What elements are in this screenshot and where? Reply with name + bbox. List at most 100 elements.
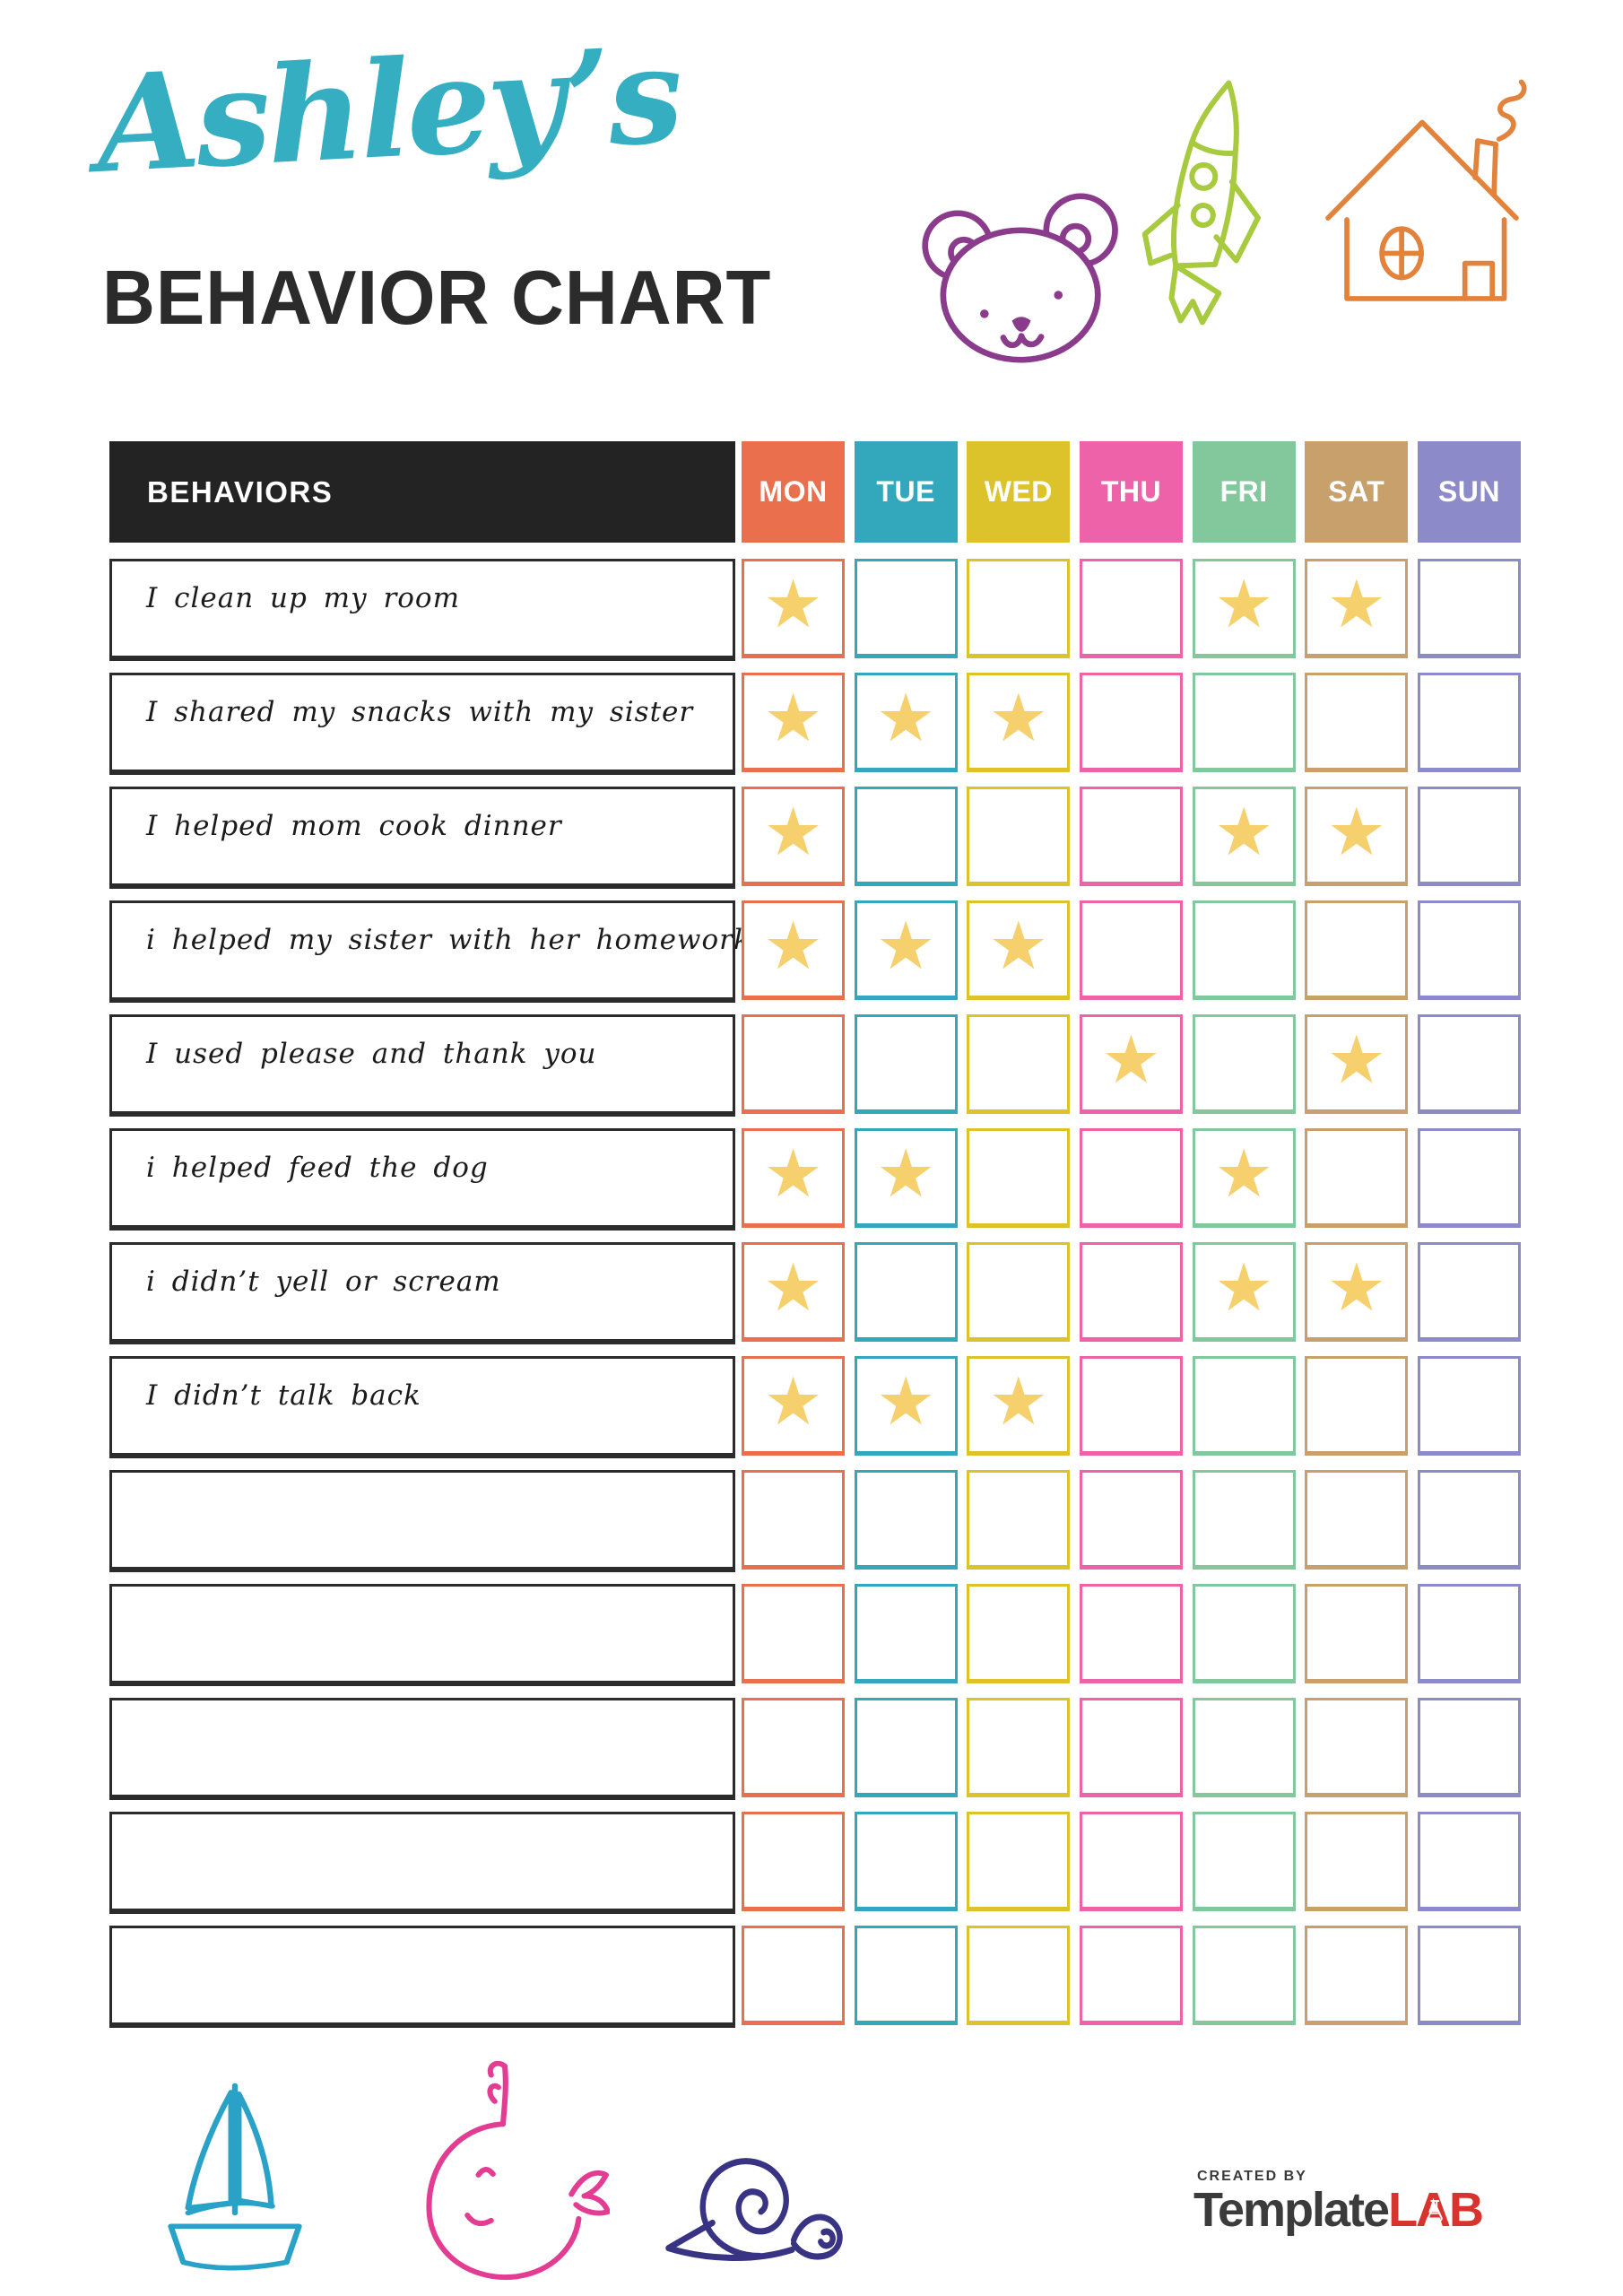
star-icon: ★ [875, 680, 936, 755]
behavior-label: I shared my snacks with my sister [109, 673, 735, 775]
day-cell: ★ [1079, 1128, 1183, 1228]
table-row: ★ ★ ★ ★ ★ ★ ★ [109, 1470, 1521, 1572]
house-icon [1311, 75, 1533, 310]
day-cell: ★ [1192, 1242, 1296, 1342]
day-cell: ★ [1192, 900, 1296, 1000]
day-cell: ★ [1417, 1926, 1521, 2025]
star-icon: ★ [763, 566, 823, 641]
day-cells: ★ ★ ★ ★ ★ ★ ★ [742, 1698, 1521, 1800]
brand-lab-text: LAB [1388, 2183, 1484, 2237]
day-cell: ★ [854, 1128, 958, 1228]
day-cell: ★ [854, 1698, 958, 1797]
table-row: I used please and thank you ★ ★ ★ ★ ★ ★ … [109, 1014, 1521, 1117]
behavior-label [109, 1698, 735, 1800]
behavior-label [109, 1926, 735, 2028]
day-cell: ★ [1305, 1584, 1409, 1683]
day-cell: ★ [967, 1584, 1071, 1683]
day-cell: ★ [742, 1128, 845, 1228]
day-cell: ★ [854, 673, 958, 772]
star-icon: ★ [763, 1135, 823, 1211]
day-cell: ★ [1417, 1128, 1521, 1228]
day-cell: ★ [1417, 1242, 1521, 1342]
day-cell: ★ [1079, 559, 1183, 658]
behavior-label [109, 1470, 735, 1572]
day-cell: ★ [1192, 1698, 1296, 1797]
behavior-chart-table: BEHAVIORS MON TUE WED THU FRI SAT SUN I … [109, 441, 1521, 2028]
day-cell: ★ [1305, 559, 1409, 658]
day-cells: ★ ★ ★ ★ ★ ★ ★ [742, 1926, 1521, 2028]
day-cell: ★ [1192, 1014, 1296, 1114]
day-cell: ★ [1079, 1812, 1183, 1911]
day-cell: ★ [742, 559, 845, 658]
day-cell: ★ [1192, 1584, 1296, 1683]
table-row: I clean up my room ★ ★ ★ ★ ★ ★ ★ [109, 559, 1521, 661]
behavior-label: i helped feed the dog [109, 1128, 735, 1231]
day-cell: ★ [1079, 787, 1183, 886]
table-row: I shared my snacks with my sister ★ ★ ★ … [109, 673, 1521, 775]
day-cell: ★ [1417, 1812, 1521, 1911]
brand-logo: CREATED BY TemplateLAB [1193, 2169, 1484, 2237]
table-row: ★ ★ ★ ★ ★ ★ ★ [109, 1812, 1521, 1914]
day-cell: ★ [1417, 673, 1521, 772]
table-body: I clean up my room ★ ★ ★ ★ ★ ★ ★ I share… [109, 559, 1521, 2028]
created-by-label: CREATED BY [1197, 2169, 1307, 2184]
day-cell: ★ [1417, 1356, 1521, 1456]
day-cell: ★ [1192, 1356, 1296, 1456]
day-cell: ★ [1305, 1128, 1409, 1228]
day-cell: ★ [1192, 673, 1296, 772]
day-cell: ★ [742, 1014, 845, 1114]
day-cell: ★ [742, 1356, 845, 1456]
behaviors-column-header: BEHAVIORS [109, 441, 735, 543]
day-cell: ★ [742, 1698, 845, 1797]
star-icon: ★ [1213, 566, 1274, 641]
flask-icon [1427, 2200, 1443, 2222]
day-cell: ★ [854, 1926, 958, 2025]
star-icon: ★ [1326, 1249, 1386, 1325]
day-cells: ★ ★ ★ ★ ★ ★ ★ [742, 900, 1521, 1003]
day-cell: ★ [1305, 900, 1409, 1000]
day-column-header: TUE [854, 441, 958, 543]
star-icon: ★ [1213, 794, 1274, 869]
star-icon: ★ [875, 1363, 936, 1439]
table-row: i didn’t yell or scream ★ ★ ★ ★ ★ ★ ★ [109, 1242, 1521, 1344]
day-cells: ★ ★ ★ ★ ★ ★ ★ [742, 1128, 1521, 1231]
table-row: ★ ★ ★ ★ ★ ★ ★ [109, 1584, 1521, 1686]
day-cell: ★ [854, 1470, 958, 1570]
star-icon: ★ [988, 1363, 1048, 1439]
star-icon: ★ [988, 680, 1048, 755]
sailboat-icon [135, 2079, 335, 2280]
day-cells: ★ ★ ★ ★ ★ ★ ★ [742, 673, 1521, 775]
day-cell: ★ [1305, 1356, 1409, 1456]
star-icon: ★ [1213, 1249, 1274, 1325]
day-cell: ★ [1079, 1242, 1183, 1342]
day-cells: ★ ★ ★ ★ ★ ★ ★ [742, 1014, 1521, 1117]
behavior-label: I helped mom cook dinner [109, 787, 735, 889]
day-cell: ★ [1305, 1698, 1409, 1797]
table-header-row: BEHAVIORS MON TUE WED THU FRI SAT SUN [109, 441, 1521, 543]
day-headers: MON TUE WED THU FRI SAT SUN [742, 441, 1521, 543]
day-cell: ★ [1079, 1584, 1183, 1683]
day-cell: ★ [1079, 673, 1183, 772]
star-icon: ★ [763, 794, 823, 869]
day-cell: ★ [1417, 1698, 1521, 1797]
star-icon: ★ [763, 908, 823, 983]
bear-icon [919, 193, 1125, 363]
day-cell: ★ [967, 1242, 1071, 1342]
day-cell: ★ [1305, 787, 1409, 886]
day-cell: ★ [742, 1470, 845, 1570]
day-cell: ★ [1305, 673, 1409, 772]
star-icon: ★ [1101, 1022, 1161, 1097]
day-cell: ★ [1192, 787, 1296, 886]
table-row: ★ ★ ★ ★ ★ ★ ★ [109, 1698, 1521, 1800]
day-cell: ★ [1192, 1128, 1296, 1228]
day-cell: ★ [742, 673, 845, 772]
day-column-header: THU [1079, 441, 1183, 543]
behavior-label: i helped my sister with her homework [109, 900, 751, 1003]
day-cell: ★ [854, 559, 958, 658]
day-cell: ★ [967, 1128, 1071, 1228]
day-cell: ★ [1417, 1584, 1521, 1683]
day-cell: ★ [967, 787, 1071, 886]
star-icon: ★ [875, 908, 936, 983]
day-cell: ★ [1305, 1812, 1409, 1911]
day-cell: ★ [742, 900, 845, 1000]
